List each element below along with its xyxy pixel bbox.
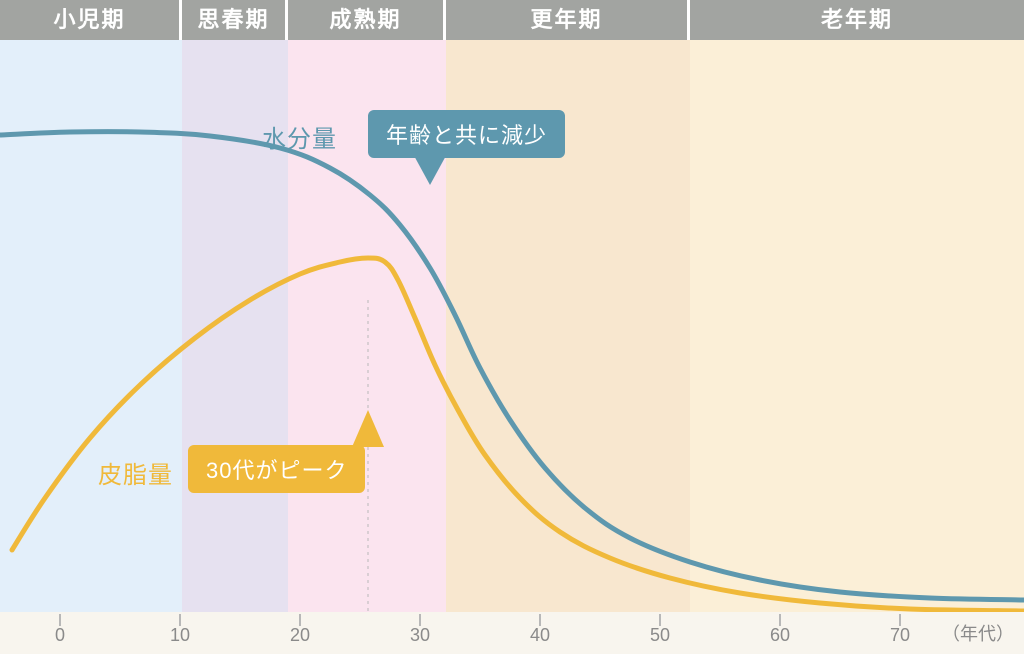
tick-label: 70 (890, 625, 910, 646)
sebum-badge: 30代がピーク (188, 445, 365, 493)
tick-label: 20 (290, 625, 310, 646)
life-stage-band (446, 0, 690, 654)
sebum-label: 皮脂量 (98, 455, 173, 490)
x-axis: 0 10 20 30 40 50 60 70 （年代） (0, 612, 1024, 654)
moisture-badge: 年齢と共に減少 (368, 110, 565, 158)
tick-label: 10 (170, 625, 190, 646)
life-stage-band (182, 0, 288, 654)
life-stage-band (0, 0, 182, 654)
life-stage-band (288, 0, 446, 654)
tick-label: 40 (530, 625, 550, 646)
life-stage-header: 成熟期 (288, 0, 446, 40)
axis-unit-label: （年代） (942, 620, 1014, 646)
life-stage-header: 更年期 (446, 0, 690, 40)
tick-label: 50 (650, 625, 670, 646)
life-stage-header: 思春期 (182, 0, 288, 40)
tick-label: 30 (410, 625, 430, 646)
life-stage-header: 小児期 (0, 0, 182, 40)
life-stage-band (690, 0, 1024, 654)
tick-label: 60 (770, 625, 790, 646)
chart-stage: 小児期思春期成熟期更年期老年期水分量皮脂量 年齢と共に減少 30代がピーク 0 10 20… (0, 0, 1024, 654)
moisture-label: 水分量 (262, 119, 337, 154)
tick-label: 0 (55, 625, 65, 646)
life-stage-header: 老年期 (690, 0, 1024, 40)
